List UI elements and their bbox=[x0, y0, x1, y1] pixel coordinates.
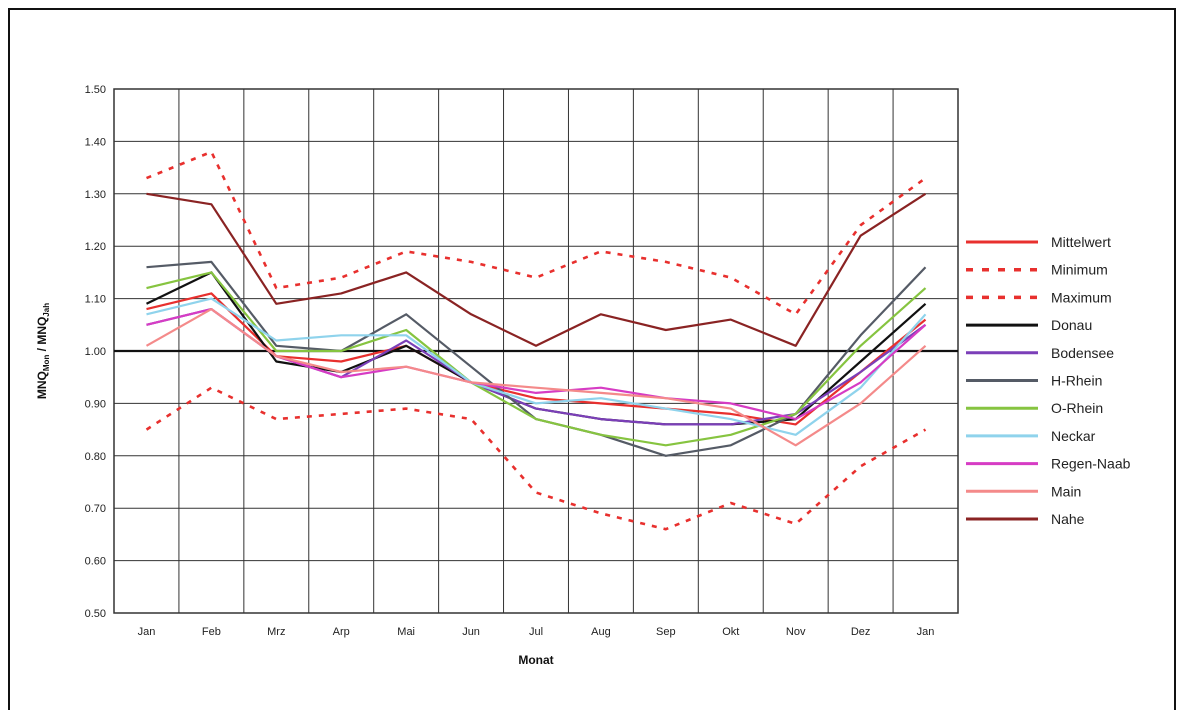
series-line-main bbox=[145, 308, 927, 447]
x-axis-ticks: Jan Feb Mrz Arp Mai Jun Jul Aug Sep Okt Nov Dez Jan bbox=[138, 626, 935, 638]
y-axis-ticks: 0.50 0.60 0.70 0.80 0.90 1.00 1.10 1.20 1.30 1.40… bbox=[85, 84, 106, 620]
series-line-maximum bbox=[146, 150, 927, 316]
legend-label: Regen-Naab bbox=[1051, 456, 1131, 472]
series-line-nahe bbox=[146, 192, 927, 347]
y-axis-title-sep: / MNQ bbox=[35, 317, 49, 355]
series-line-neckar bbox=[146, 297, 927, 436]
legend-label: Bodensee bbox=[1051, 345, 1114, 361]
series-lines bbox=[145, 150, 927, 531]
y-tick-label: 1.10 bbox=[85, 294, 106, 306]
legend-label: Neckar bbox=[1051, 428, 1096, 444]
y-tick-label: 0.70 bbox=[85, 503, 106, 515]
y-tick-label: 0.80 bbox=[85, 451, 106, 463]
legend: Mittelwert Minimum Maximum Donau Bodensee H-R… bbox=[966, 234, 1131, 527]
x-tick-label: Sep bbox=[656, 626, 676, 638]
legend-label: Nahe bbox=[1051, 511, 1085, 527]
y-tick-label: 1.00 bbox=[85, 346, 106, 358]
legend-label: Maximum bbox=[1051, 289, 1112, 305]
y-tick-label: 1.30 bbox=[85, 189, 106, 201]
y-tick-label: 0.90 bbox=[85, 398, 106, 410]
legend-label: Main bbox=[1051, 483, 1081, 499]
y-tick-label: 0.50 bbox=[85, 608, 106, 620]
legend-label: O-Rhein bbox=[1051, 400, 1103, 416]
y-tick-label: 1.40 bbox=[85, 136, 106, 148]
y-axis-title: MNQMon / MNQJah bbox=[35, 303, 51, 399]
legend-label: Donau bbox=[1051, 317, 1092, 333]
x-tick-label: Okt bbox=[722, 626, 739, 638]
x-tick-label: Feb bbox=[202, 626, 221, 638]
x-tick-label: Aug bbox=[591, 626, 611, 638]
x-tick-label: Nov bbox=[786, 626, 806, 638]
figure-frame bbox=[8, 8, 1176, 710]
y-axis-title-main: MNQ bbox=[35, 371, 49, 399]
x-tick-label: Arp bbox=[333, 626, 350, 638]
x-tick-label: Jul bbox=[529, 626, 543, 638]
series-line-o-rhein bbox=[146, 271, 927, 447]
legend-label: Mittelwert bbox=[1051, 234, 1111, 250]
legend-label: Minimum bbox=[1051, 262, 1108, 278]
legend-label: H-Rhein bbox=[1051, 373, 1102, 389]
x-tick-label: Mai bbox=[397, 626, 415, 638]
x-tick-label: Jan bbox=[138, 626, 156, 638]
y-tick-label: 1.50 bbox=[85, 84, 106, 96]
x-tick-label: Mrz bbox=[267, 626, 285, 638]
grid bbox=[113, 88, 959, 614]
y-axis-title-sub1: Mon bbox=[42, 355, 51, 372]
x-axis-title: Monat bbox=[518, 653, 553, 667]
y-tick-label: 1.20 bbox=[85, 241, 106, 253]
x-tick-label: Dez bbox=[851, 626, 871, 638]
y-tick-label: 0.60 bbox=[85, 556, 106, 568]
x-tick-label: Jun bbox=[462, 626, 480, 638]
y-axis-title-sub2: Jah bbox=[42, 303, 51, 317]
x-tick-label: Jan bbox=[917, 626, 935, 638]
